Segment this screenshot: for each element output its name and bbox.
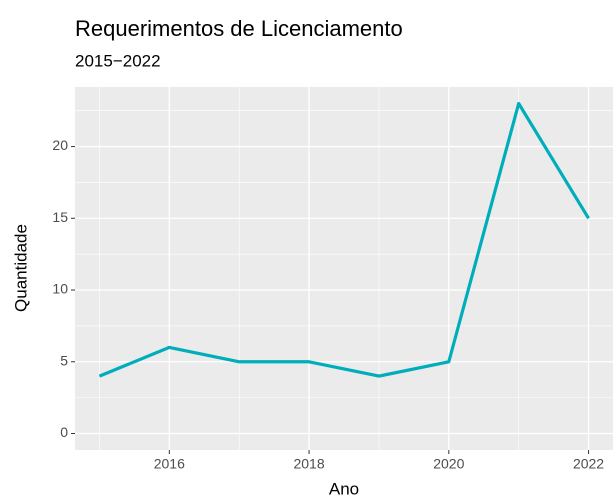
x-tick-label: 2020 bbox=[433, 456, 464, 472]
x-tick-label: 2018 bbox=[293, 456, 324, 472]
data-line bbox=[98, 101, 590, 378]
x-tick-label: 2022 bbox=[573, 456, 604, 472]
y-tick-label: 10 bbox=[52, 281, 68, 297]
plot-panel bbox=[75, 87, 613, 450]
y-tick-label: 15 bbox=[52, 209, 68, 225]
y-axis-title: Quantidade bbox=[11, 224, 30, 312]
y-tick-label: 0 bbox=[60, 424, 68, 440]
y-tick-label: 5 bbox=[60, 352, 68, 368]
y-tick-label: 20 bbox=[52, 137, 68, 153]
chart-subtitle: 2015−2022 bbox=[75, 51, 161, 70]
chart-title: Requerimentos de Licenciamento bbox=[75, 16, 403, 41]
x-axis-title: Ano bbox=[329, 479, 359, 498]
x-tick-label: 2016 bbox=[154, 456, 185, 472]
